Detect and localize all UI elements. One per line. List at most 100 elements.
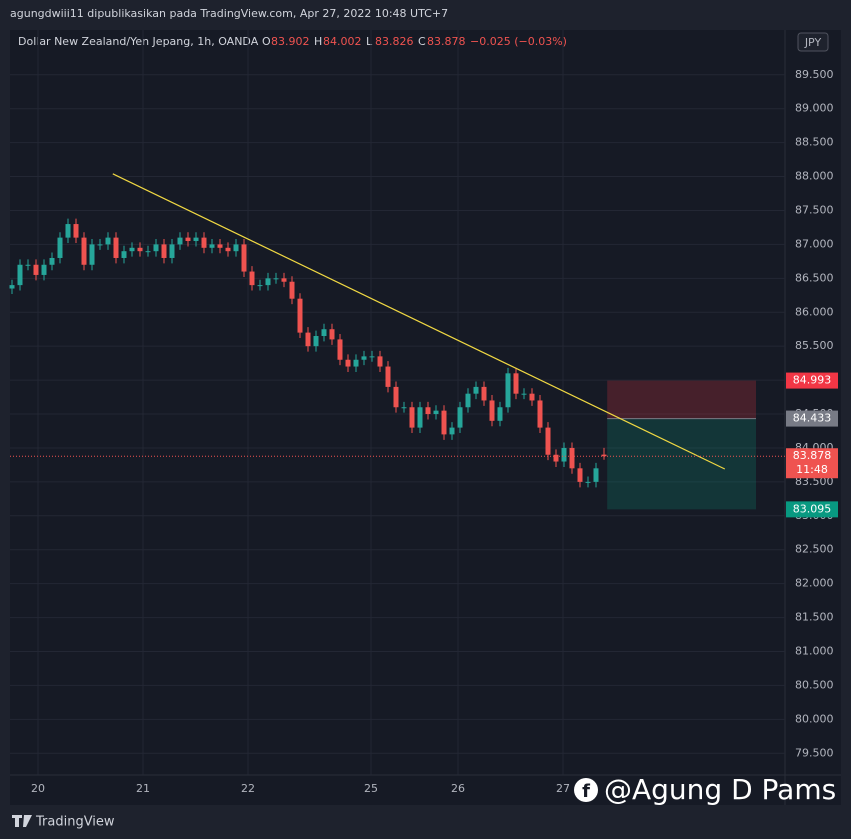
plot: 79.500 80.000 80.500 81.000 81.500 82.000 82.5… <box>9 30 834 795</box>
candle-body <box>545 427 551 455</box>
candle-body <box>297 298 303 333</box>
x-tick-label: 25 <box>364 782 378 795</box>
x-tick-label: 27 <box>556 782 570 795</box>
candle-body <box>593 468 599 482</box>
candle-body <box>497 407 503 421</box>
price-tag <box>786 410 838 427</box>
countdown: 11:48 <box>796 463 828 476</box>
candle-body <box>377 356 383 367</box>
x-tick-label: 22 <box>241 782 255 795</box>
candle-body <box>185 237 191 242</box>
candle-body <box>385 366 391 387</box>
candle-body <box>249 271 255 286</box>
candle-body <box>145 251 151 253</box>
candle-body <box>449 427 455 435</box>
candle-body <box>585 481 591 483</box>
candle-body <box>537 400 543 428</box>
candle-body <box>217 244 223 248</box>
candle-body <box>201 237 207 248</box>
price-tag <box>786 372 838 389</box>
candle-body <box>513 373 519 394</box>
candle-body <box>113 237 119 258</box>
legend: Dollar New Zealand/Yen Jepang, 1h, OANDA… <box>18 35 567 48</box>
candle-body <box>345 359 351 367</box>
x-tick-label: 20 <box>31 782 45 795</box>
candle-body <box>433 410 439 415</box>
y-tick-label: 81.000 <box>795 645 834 658</box>
candle-body <box>441 410 447 435</box>
candle-body <box>41 264 47 275</box>
candle-body <box>33 264 39 275</box>
candle-body <box>329 329 335 340</box>
candle-body <box>281 278 287 282</box>
candle-body <box>553 454 559 462</box>
candle-body <box>353 359 359 367</box>
y-tick-label: 87.500 <box>795 203 834 216</box>
candle-body <box>9 285 15 289</box>
candle-body <box>561 447 567 462</box>
candle-body <box>193 237 199 242</box>
legend-text: 84.002 <box>323 35 362 48</box>
candle-body <box>97 244 103 246</box>
candle-body <box>529 393 535 401</box>
candle-body <box>89 244 95 265</box>
stop-zone <box>607 380 756 419</box>
x-tick-label: 21 <box>136 782 150 795</box>
candle-body <box>177 237 183 245</box>
candle-body <box>273 278 279 280</box>
candle-body <box>57 237 63 258</box>
candle-body <box>233 244 239 252</box>
y-tick-label: 80.500 <box>795 678 834 691</box>
candle-body <box>313 336 319 347</box>
candle-body <box>489 400 495 421</box>
legend-text: H <box>314 35 322 48</box>
chart-panel <box>10 30 841 805</box>
candle-body <box>17 264 23 286</box>
legend-text: O <box>262 35 271 48</box>
price-tag-label: 83.878 <box>793 449 832 462</box>
y-tick-label: 81.500 <box>795 611 834 624</box>
currency-badge <box>797 32 829 52</box>
brand-logo <box>12 815 32 827</box>
candle-body <box>337 339 343 360</box>
y-tick-label: 82.500 <box>795 543 834 556</box>
candle-body <box>161 244 167 258</box>
y-tick-label: 89.000 <box>795 102 834 115</box>
candle-body <box>209 244 215 248</box>
candle-body <box>601 454 607 457</box>
candle-body <box>481 386 487 401</box>
candle-body <box>393 386 399 408</box>
candle-body <box>577 468 583 482</box>
candle-body <box>473 386 479 394</box>
candle-body <box>569 447 575 469</box>
target-zone <box>607 418 756 510</box>
candle-body <box>521 393 527 395</box>
legend-text: 83.902 <box>271 35 310 48</box>
candle-body <box>73 224 79 238</box>
y-tick-label: 82.000 <box>795 577 834 590</box>
candle-body <box>417 407 423 428</box>
candle-body <box>81 237 87 265</box>
candle-body <box>505 373 511 408</box>
price-tag-label: 84.993 <box>793 374 832 387</box>
y-tick-label: 85.500 <box>795 339 834 352</box>
candle-body <box>305 332 311 347</box>
candle-body <box>265 278 271 286</box>
candle-body <box>25 264 31 266</box>
candle-body <box>65 224 71 238</box>
y-tick-label: 88.000 <box>795 170 834 183</box>
candle-body <box>225 247 231 252</box>
y-tick-label: 79.500 <box>795 746 834 759</box>
candle-body <box>289 281 295 299</box>
candle-body <box>241 244 247 272</box>
fb-glyph: f <box>582 781 590 802</box>
candle-body <box>321 329 327 337</box>
price-tag <box>786 448 838 479</box>
candle-body <box>401 407 407 409</box>
legend-text: 83.826 <box>375 35 414 48</box>
y-tick-label: 88.500 <box>795 136 834 149</box>
y-tick-label: 86.500 <box>795 271 834 284</box>
